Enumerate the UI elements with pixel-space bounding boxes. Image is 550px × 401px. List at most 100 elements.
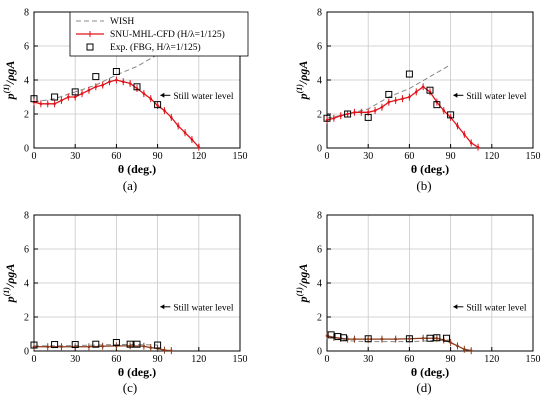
x-tick-label: 60 — [111, 354, 121, 365]
series-exp-point — [126, 340, 134, 348]
x-tick-label: 150 — [233, 151, 248, 162]
series-cfd-point — [176, 124, 180, 128]
y-tick-label: 0 — [24, 144, 29, 155]
x-tick-label: 150 — [526, 151, 541, 162]
series-cfd-point — [380, 337, 384, 341]
x-tick-label: 60 — [111, 151, 121, 162]
x-tick-label: 60 — [404, 354, 414, 365]
series-cfd-point — [197, 145, 201, 149]
series-cfd-point — [469, 141, 473, 145]
series-exp-point — [323, 114, 331, 122]
series-cfd-point — [463, 133, 466, 136]
series-cfd-point — [469, 349, 473, 352]
y-tick-label: 6 — [24, 245, 29, 256]
series-exp-point — [112, 68, 120, 75]
y-tick-label: 8 — [24, 211, 29, 222]
series-cfd-point — [101, 344, 104, 348]
series-cfd-point — [135, 87, 139, 90]
y-axis-label: p(1)/ρgA — [2, 264, 17, 304]
y-tick-label: 2 — [317, 313, 322, 324]
series-cfd-point — [183, 131, 187, 134]
series-exp-point — [426, 334, 434, 342]
series-cfd-point — [73, 95, 77, 99]
series-cfd-point — [60, 99, 63, 102]
y-axis-label: p(1)/ρgA — [295, 61, 310, 101]
series-exp-point — [364, 335, 372, 343]
y-tick-label: 4 — [24, 279, 29, 290]
x-tick-label: 150 — [526, 354, 541, 365]
series-cfd-point — [32, 345, 36, 349]
series-exp-point — [447, 111, 455, 119]
series-cfd-point — [80, 92, 84, 95]
series-cfd-point — [87, 88, 91, 92]
panel-4: 0 30 60 90 120 150 0 2 4 6 8 θ (deg.) p(1)/ρgA Still … — [295, 211, 541, 396]
series-cfd-point — [408, 95, 411, 99]
y-tick-label: 2 — [24, 313, 29, 324]
series-exp-point — [133, 83, 141, 91]
x-tick-label: 30 — [363, 151, 373, 162]
series-cfd-point — [46, 102, 50, 106]
x-tick-label: 90 — [153, 151, 163, 162]
annotation-arrow-head — [160, 304, 165, 310]
series-cfd-point — [170, 116, 173, 119]
y-tick-label: 0 — [317, 144, 322, 155]
series-cfd-point — [380, 105, 384, 109]
series-cfd-point — [421, 85, 425, 89]
series-cfd-point — [142, 92, 146, 95]
y-axis-label: p(1)/ρgA — [2, 61, 17, 101]
x-tick-label: 90 — [446, 354, 456, 365]
series-exp-point — [133, 340, 141, 348]
series-cfd-point — [442, 109, 446, 112]
legend-exp-label: Exp. (FBG, H/λ=1/125) — [110, 42, 201, 53]
series-exp-point — [334, 333, 342, 341]
series-wish-line — [34, 344, 158, 347]
series-cfd-point — [463, 348, 466, 351]
y-tick-label: 4 — [317, 76, 322, 87]
y-tick-label: 0 — [317, 347, 322, 358]
series-cfd-point — [163, 348, 166, 352]
series-cfd-point — [401, 97, 404, 100]
series-cfd-point — [373, 109, 377, 112]
series-cfd-point — [346, 112, 349, 116]
series-cfd-point — [170, 349, 173, 352]
series-cfd-point — [414, 90, 418, 94]
legend-exp-swatch — [86, 43, 94, 51]
annotation-arrow-head — [160, 92, 165, 98]
series-cfd-point — [128, 82, 132, 85]
panel-label: (b) — [416, 178, 431, 193]
annotation-arrow-head — [453, 304, 458, 310]
series-wish-line — [33, 54, 158, 103]
series-cfd-point — [190, 138, 194, 141]
panel-label: (a) — [123, 178, 137, 193]
series-exp-point — [339, 334, 347, 342]
series-exp-point — [92, 73, 100, 81]
still-water-level-label: Still water level — [173, 92, 234, 102]
x-tick-label: 0 — [325, 151, 330, 162]
series-cfd-point — [394, 99, 397, 102]
x-tick-label: 0 — [32, 354, 37, 365]
series-cfd-point — [449, 341, 452, 344]
legend: WISH SNU-MHL-CFD (H/λ=1/125) Exp. (FBG, H/… — [69, 11, 249, 57]
still-water-level-label: Still water level — [466, 92, 527, 102]
series-exp-point — [71, 341, 79, 349]
series-exp-point — [30, 341, 38, 349]
series-cfd-point — [387, 100, 391, 104]
x-tick-label: 90 — [446, 151, 456, 162]
series-cfd-point — [353, 111, 356, 114]
x-tick-label: 30 — [70, 151, 80, 162]
series-cfd-point — [128, 344, 132, 348]
x-tick-label: 90 — [153, 354, 163, 365]
series-cfd-point — [428, 90, 432, 94]
x-tick-label: 0 — [325, 354, 330, 365]
x-tick-label: 120 — [191, 151, 206, 162]
series-exp-point — [154, 341, 162, 349]
series-cfd-point — [456, 124, 459, 128]
series-cfd-point — [67, 95, 70, 99]
x-tick-label: 60 — [404, 151, 414, 162]
series-cfd-point — [476, 145, 480, 149]
series-exp-point — [327, 331, 335, 339]
y-tick-label: 4 — [317, 279, 322, 290]
series-exp-point — [364, 113, 372, 121]
y-tick-label: 4 — [24, 76, 29, 87]
